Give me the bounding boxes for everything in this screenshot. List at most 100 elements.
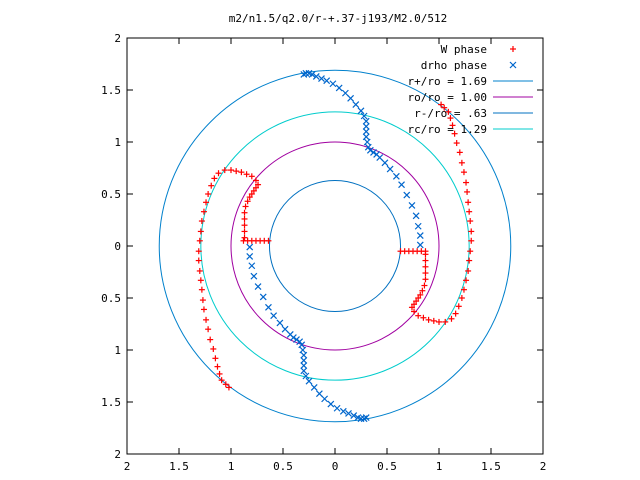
point-0-45 — [210, 345, 217, 352]
point-1-64 — [250, 272, 258, 280]
point-1-11 — [352, 101, 360, 108]
point-1-13 — [360, 112, 368, 120]
point-0-83 — [463, 277, 470, 284]
point-0-68 — [413, 298, 420, 305]
point-0-41 — [200, 306, 207, 313]
point-0-30 — [203, 199, 210, 206]
point-0-49 — [218, 377, 225, 384]
point-1-62 — [259, 293, 267, 301]
point-0-102 — [441, 104, 448, 111]
point-0-62 — [422, 270, 429, 277]
point-1-46 — [305, 377, 313, 385]
point-1-0 — [300, 70, 308, 78]
point-1-41 — [333, 404, 341, 412]
point-0-87 — [468, 237, 475, 244]
point-0-76 — [436, 318, 442, 325]
data-points — [195, 69, 475, 423]
point-0-17 — [252, 184, 259, 191]
point-0-19 — [252, 177, 259, 184]
point-1-47 — [302, 372, 310, 380]
point-0-67 — [415, 295, 422, 301]
point-1-24 — [381, 159, 389, 167]
point-0-31 — [200, 208, 207, 215]
point-0-80 — [455, 303, 462, 310]
point-1-34 — [362, 414, 370, 422]
y-tick-label: 0 — [114, 240, 121, 253]
point-0-90 — [466, 208, 473, 215]
point-0-77 — [442, 318, 449, 325]
legend-marker — [509, 61, 517, 69]
y-tick-label: 1 — [114, 344, 121, 357]
point-0-101 — [445, 108, 452, 115]
point-0-32 — [198, 218, 205, 225]
point-1-55 — [293, 336, 300, 344]
point-0-60 — [422, 257, 429, 264]
legend-entry: rc/ro = 1.29 — [408, 123, 533, 136]
point-0-100 — [447, 115, 454, 122]
point-0-65 — [419, 287, 426, 294]
point-0-91 — [465, 199, 472, 206]
point-1-57 — [286, 330, 294, 338]
point-1-51 — [300, 351, 308, 359]
point-1-29 — [408, 202, 416, 209]
point-0-75 — [430, 317, 437, 324]
point-1-50 — [300, 356, 308, 364]
legend-label: drho phase — [421, 59, 487, 72]
point-0-50 — [222, 381, 229, 388]
point-0-61 — [422, 263, 429, 270]
point-1-4 — [312, 73, 320, 80]
point-1-52 — [299, 346, 307, 354]
point-0-24 — [228, 167, 234, 174]
legend-label: W phase — [441, 43, 487, 56]
point-0-14 — [246, 194, 253, 201]
y-tick-label: 0.5 — [101, 292, 121, 305]
point-1-30 — [412, 212, 420, 220]
y-tick-label: 2 — [114, 32, 121, 45]
point-0-11 — [241, 209, 248, 216]
point-0-16 — [250, 187, 257, 194]
point-0-37 — [196, 267, 203, 274]
point-0-95 — [458, 159, 465, 166]
point-1-26 — [392, 172, 400, 180]
point-1-17 — [362, 133, 370, 141]
point-0-94 — [460, 169, 467, 176]
point-0-85 — [466, 257, 473, 264]
point-1-32 — [416, 232, 424, 240]
point-0-26 — [215, 170, 222, 177]
point-0-36 — [195, 257, 202, 264]
legend-label: rc/ro = 1.29 — [408, 123, 487, 136]
point-0-44 — [207, 336, 214, 343]
point-1-58 — [281, 325, 289, 333]
point-0-46 — [212, 355, 219, 362]
point-1-9 — [341, 89, 349, 97]
point-0-43 — [205, 326, 212, 333]
point-0-40 — [199, 297, 206, 304]
x-tick-label: 0.5 — [377, 460, 397, 473]
point-1-25 — [386, 165, 394, 173]
point-0-47 — [214, 363, 221, 370]
x-tick-label: 1.5 — [169, 460, 189, 473]
point-0-8 — [241, 228, 248, 235]
legend-label: r+/ro = 1.69 — [408, 75, 487, 88]
point-1-8 — [335, 84, 343, 92]
point-1-5 — [318, 75, 325, 82]
point-0-72 — [415, 312, 422, 319]
point-0-66 — [417, 291, 424, 298]
point-0-82 — [460, 286, 467, 293]
point-1-40 — [339, 407, 347, 415]
point-0-97 — [453, 140, 460, 147]
point-0-48 — [216, 370, 223, 377]
circle-2 — [268, 179, 402, 313]
legend-entry: W phase — [441, 43, 516, 56]
point-1-42 — [327, 400, 335, 408]
y-tick-label: 1.5 — [101, 396, 121, 409]
point-1-63 — [254, 283, 262, 290]
point-1-59 — [276, 319, 284, 327]
point-1-33 — [416, 241, 424, 249]
point-1-3 — [308, 70, 316, 78]
point-0-86 — [467, 248, 474, 255]
point-0-12 — [242, 203, 249, 210]
point-0-42 — [203, 316, 210, 323]
point-1-23 — [376, 154, 384, 162]
